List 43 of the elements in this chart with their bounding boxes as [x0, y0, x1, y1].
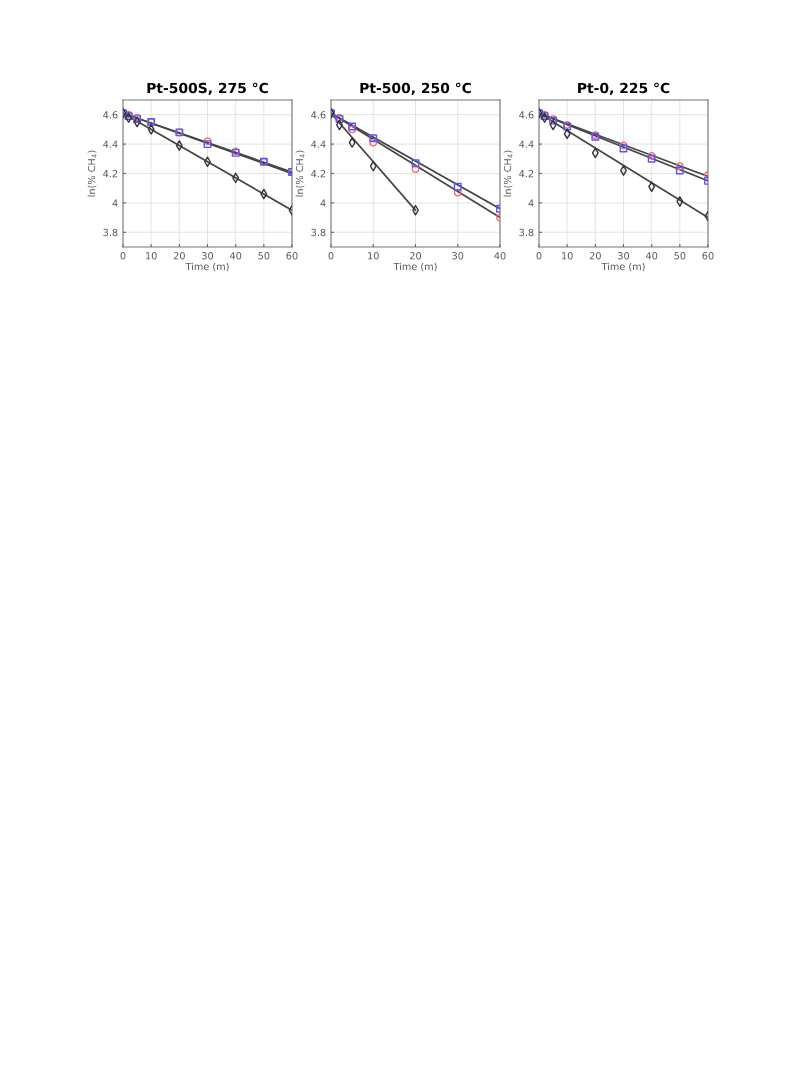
- y-tick-label: 4.2: [103, 169, 118, 178]
- x-tick-label: 10: [562, 252, 573, 260]
- y-tick-label: 3.8: [103, 228, 118, 237]
- x-tick-label: 0: [120, 252, 126, 260]
- y-tick-label: 4: [112, 199, 118, 207]
- x-tick-label: 20: [410, 252, 422, 260]
- y-tick-label: 4: [320, 199, 326, 207]
- x-tick-label: 50: [674, 252, 686, 260]
- x-axis-title: Time (m): [185, 262, 229, 272]
- x-tick-label: 10: [368, 252, 379, 260]
- x-tick-label: 30: [452, 252, 464, 260]
- y-tick-label: 4.6: [311, 111, 326, 119]
- y-tick-label: 4.4: [311, 140, 326, 148]
- y-tick-label: 3.8: [311, 228, 326, 237]
- x-tick-label: 40: [494, 252, 506, 260]
- y-axis-title: ln(% CH$_{4}$): [295, 150, 305, 197]
- x-axis-title: Time (m): [601, 262, 645, 272]
- chart-title: Pt-0, 225 °C: [578, 82, 670, 96]
- x-tick-label: 60: [702, 252, 714, 260]
- y-tick-label: 3.8: [519, 228, 534, 237]
- chart-title: Pt-500, 250 °C: [360, 82, 471, 96]
- x-tick-label: 20: [589, 252, 601, 260]
- x-tick-label: 30: [618, 252, 630, 260]
- y-tick-label: 4.4: [519, 140, 534, 148]
- y-tick-label: 4: [528, 199, 534, 207]
- x-tick-label: 30: [202, 252, 214, 260]
- x-tick-label: 40: [645, 252, 658, 260]
- y-tick-label: 4.6: [103, 111, 118, 119]
- x-tick-label: 50: [258, 252, 270, 260]
- x-tick-label: 0: [536, 252, 542, 260]
- x-tick-label: 60: [286, 252, 298, 260]
- chart-title: Pt-500S, 275 °C: [147, 82, 268, 96]
- y-tick-label: 4.2: [311, 169, 326, 178]
- x-tick-label: 10: [146, 252, 157, 260]
- x-axis-title: Time (m): [393, 262, 437, 272]
- x-tick-label: 40: [229, 252, 242, 260]
- y-axis-title: ln(% CH$_{4}$): [87, 150, 97, 197]
- y-tick-label: 4.2: [519, 169, 534, 178]
- x-tick-label: 0: [328, 252, 334, 260]
- y-tick-label: 4.6: [519, 111, 534, 119]
- y-axis-title: ln(% CH$_{4}$): [503, 150, 513, 197]
- y-tick-label: 4.4: [103, 140, 118, 148]
- x-tick-label: 20: [173, 252, 185, 260]
